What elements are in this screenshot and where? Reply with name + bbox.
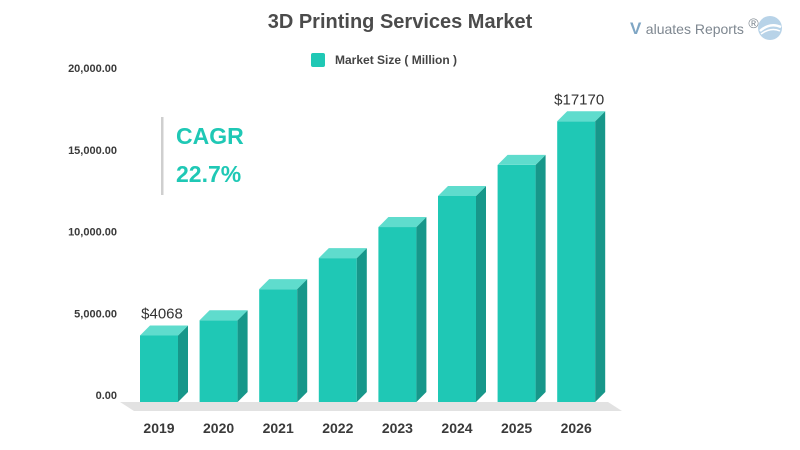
bar xyxy=(199,310,248,402)
data-label: $4068 xyxy=(141,305,183,322)
bar-front-face xyxy=(140,335,178,402)
legend-swatch xyxy=(311,53,325,67)
cagr-divider xyxy=(161,117,164,195)
bar-front-face xyxy=(438,195,476,402)
y-axis: 0.00 5,000.00 10,000.00 15,000.00 20,000.00 xyxy=(68,63,117,402)
bar xyxy=(497,154,546,402)
bar-side-face xyxy=(237,310,248,402)
bar-side-face xyxy=(535,154,546,402)
brand-text: V aluates Reports ® xyxy=(630,15,759,38)
cagr-value: 22.7% xyxy=(176,161,241,187)
x-tick-label: 2026 xyxy=(561,420,592,436)
x-tick-label: 2019 xyxy=(143,420,174,436)
swoosh-circle-icon xyxy=(758,16,782,40)
x-tick-label: 2025 xyxy=(501,420,532,436)
bar-front-face xyxy=(318,258,357,402)
bar-top-face xyxy=(378,217,427,228)
bar-top-face xyxy=(318,248,367,259)
bar-side-face xyxy=(178,325,188,402)
x-tick-label: 2022 xyxy=(322,420,353,436)
x-tick-label: 2023 xyxy=(382,420,413,436)
brand-v-letter: V xyxy=(630,19,642,38)
y-tick-label: 15,000.00 xyxy=(68,145,117,157)
x-tick-label: 2021 xyxy=(263,420,294,436)
y-tick-label: 5,000.00 xyxy=(74,308,117,320)
bars-group xyxy=(140,111,606,402)
brand-name: aluates Reports xyxy=(646,21,744,37)
legend: Market Size ( Million ) xyxy=(311,53,457,67)
cagr-label: CAGR xyxy=(176,123,244,149)
chart-title: 3D Printing Services Market xyxy=(268,11,533,33)
brand-registered-mark: ® xyxy=(748,15,759,31)
chart-floor xyxy=(120,402,622,411)
data-label: $17170 xyxy=(554,91,604,108)
bar-side-face xyxy=(356,248,367,402)
bar-side-face xyxy=(416,217,427,402)
x-axis: 2019 2020 2021 2022 2023 2024 2025 2026 xyxy=(143,420,592,436)
bar-front-face xyxy=(199,320,238,402)
bar-front-face xyxy=(557,121,596,402)
bar-side-face xyxy=(476,185,486,402)
bar-side-face xyxy=(297,279,308,402)
bar-top-face xyxy=(438,185,486,196)
bar-top-face xyxy=(557,111,606,122)
bar-front-face xyxy=(497,164,536,402)
bar-top-face xyxy=(497,154,546,165)
bar-front-face xyxy=(378,227,417,402)
y-tick-label: 10,000.00 xyxy=(68,227,117,239)
bar xyxy=(140,325,188,402)
x-tick-label: 2024 xyxy=(441,420,472,436)
cagr-callout: CAGR 22.7% xyxy=(161,117,244,195)
x-tick-label: 2020 xyxy=(203,420,234,436)
y-tick-label: 0.00 xyxy=(96,390,117,402)
bar xyxy=(259,279,308,402)
bar xyxy=(438,185,486,402)
bar-front-face xyxy=(259,289,298,402)
bar-top-face xyxy=(140,325,188,336)
bar-top-face xyxy=(259,279,308,290)
brand-logo: V aluates Reports ® xyxy=(630,15,782,40)
legend-label: Market Size ( Million ) xyxy=(335,53,457,67)
data-labels-group: $4068 $17170 xyxy=(141,91,604,322)
bar xyxy=(557,111,606,402)
bar xyxy=(318,248,367,402)
y-tick-label: 20,000.00 xyxy=(68,63,117,75)
bar-side-face xyxy=(595,111,606,402)
bar-top-face xyxy=(199,310,248,321)
bar xyxy=(378,217,427,402)
